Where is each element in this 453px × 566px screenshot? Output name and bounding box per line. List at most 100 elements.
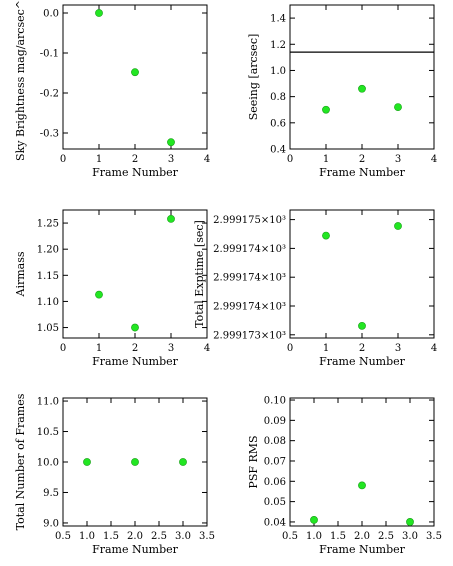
y-tick-label: 9.0 xyxy=(43,518,59,529)
x-axis-label: Frame Number xyxy=(92,355,179,368)
axes-frame xyxy=(62,209,208,339)
panel-total-exptime: 0 1 2 3 42.999173×10³2.999174×10³2.999174×10… xyxy=(193,209,437,368)
x-tick-label: 2.5 xyxy=(378,531,394,542)
y-axis-label: Airmass xyxy=(14,251,27,297)
y-tick-label: 0.07 xyxy=(264,456,286,467)
x-tick-label: 2.0 xyxy=(354,531,370,542)
y-tick-label: 2.999174×10³ xyxy=(213,302,286,313)
panel-psf-rms: 0.5 1.0 1.5 2.0 2.5 3.0 3.5 0.04 0.05 0.06 0.07 0.0… xyxy=(247,396,442,556)
data-point xyxy=(167,138,175,147)
x-axis-label: Frame Number xyxy=(92,166,179,179)
x-tick-label: 1.5 xyxy=(330,531,346,542)
y-axis-label: Seeing [arcsec] xyxy=(247,34,260,121)
x-axis-label: Frame Number xyxy=(92,543,179,556)
data-point xyxy=(406,518,414,526)
x-tick-label: 2 xyxy=(359,343,365,354)
x-axis-label: Frame Number xyxy=(319,543,406,556)
y-tick-label: 10.0 xyxy=(37,458,59,469)
x-tick-label: 3.0 xyxy=(175,531,191,542)
y-tick-label: 2.999174×10³ xyxy=(213,244,286,255)
x-tick-label: 1 xyxy=(96,154,102,165)
y-tick-label: 1.05 xyxy=(37,323,59,334)
x-tick-label: 2.5 xyxy=(151,531,167,542)
x-tick-label: 1 xyxy=(323,154,329,165)
y-axis-label: Total Number of Frames xyxy=(14,393,27,530)
y-tick-label: 1.0 xyxy=(270,66,286,77)
data-point xyxy=(322,231,330,240)
y-tick-label: 1.10 xyxy=(37,297,59,308)
y-tick-label: 0.10 xyxy=(264,396,286,407)
y-tick-label: 0.4 xyxy=(270,145,286,156)
x-tick-label: 2 xyxy=(359,154,365,165)
x-tick-label: 2.0 xyxy=(127,531,143,542)
x-tick-label: 1.0 xyxy=(306,531,322,542)
x-tick-label: 3.5 xyxy=(426,531,442,542)
panel-sky-brightness: 0 1 2 3 4 0.0 -0.1 -0.2 -0.3 Frame Number Sky Brig… xyxy=(14,0,210,179)
x-tick-label: 0 xyxy=(60,154,66,165)
y-axis-label: Total Exptime [sec] xyxy=(193,220,206,328)
x-tick-label: 3 xyxy=(168,343,174,354)
data-point xyxy=(179,458,187,466)
x-axis-label: Frame Number xyxy=(319,355,406,368)
x-tick-label: 3 xyxy=(395,343,401,354)
data-point xyxy=(322,105,330,114)
y-tick-label: 2.999175×10³ xyxy=(213,215,286,226)
axes-frame xyxy=(289,209,435,339)
panel-total-number-of-frames: 0.5 1.0 1.5 2.0 2.5 3.0 3.5 9.0 9.5 10.0 10.5 11.0 F… xyxy=(14,393,215,556)
panel-seeing: 0 1 2 3 4 0.4 0.6 0.8 1.0 1.2 1.4 Frame Number Seein… xyxy=(247,4,437,179)
y-tick-label: 10.5 xyxy=(37,427,59,438)
y-axis-label: Sky Brightness mag/arcsec^2 xyxy=(14,0,27,161)
y-tick-label: 1.4 xyxy=(270,14,286,25)
data-point xyxy=(358,481,366,490)
y-axis-label: PSF RMS xyxy=(247,435,260,488)
axes-frame xyxy=(289,4,435,150)
x-tick-label: 0.5 xyxy=(282,531,298,542)
y-tick-label: 0.06 xyxy=(264,477,286,488)
y-tick-label: -0.3 xyxy=(40,129,59,140)
x-tick-label: 4 xyxy=(204,154,210,165)
y-tick-label: 1.2 xyxy=(270,40,286,51)
data-point xyxy=(394,222,402,230)
data-point xyxy=(394,103,402,112)
x-tick-label: 3 xyxy=(168,154,174,165)
x-tick-label: 0 xyxy=(287,154,293,165)
data-point xyxy=(358,84,366,93)
axes-frame xyxy=(289,397,435,527)
y-tick-label: 2.999174×10³ xyxy=(213,273,286,284)
y-tick-label: 9.5 xyxy=(43,488,59,499)
data-point xyxy=(131,68,139,77)
data-point xyxy=(131,323,139,332)
x-tick-label: 3 xyxy=(395,154,401,165)
x-tick-label: 3.0 xyxy=(402,531,418,542)
y-tick-label: 1.20 xyxy=(37,245,59,256)
data-point xyxy=(83,458,91,466)
x-tick-label: 3.5 xyxy=(199,531,215,542)
y-tick-label: 0.05 xyxy=(264,497,286,508)
data-point xyxy=(131,458,139,466)
x-tick-label: 1 xyxy=(96,343,102,354)
data-point xyxy=(95,9,103,17)
y-tick-label: 0.08 xyxy=(264,436,286,447)
x-axis-label: Frame Number xyxy=(319,166,406,179)
x-tick-label: 1.5 xyxy=(103,531,119,542)
y-tick-label: 0.6 xyxy=(270,118,286,129)
x-tick-label: 4 xyxy=(431,343,437,354)
x-tick-label: 0 xyxy=(60,343,66,354)
y-tick-label: -0.2 xyxy=(40,89,59,100)
x-tick-label: 4 xyxy=(431,154,437,165)
y-tick-label: 0.0 xyxy=(43,9,59,20)
x-tick-label: 4 xyxy=(204,343,210,354)
x-tick-label: 1.0 xyxy=(79,531,95,542)
y-tick-label: 2.999173×10³ xyxy=(213,330,286,341)
x-tick-label: 2 xyxy=(132,343,138,354)
data-point xyxy=(310,516,318,524)
data-point xyxy=(167,214,175,223)
panel-airmass: 0 1 2 3 4 1.05 1.10 1.15 1.20 1.25 Frame Number Air… xyxy=(14,209,210,368)
y-tick-label: 0.8 xyxy=(270,92,286,103)
y-tick-label: 1.25 xyxy=(37,219,59,230)
x-tick-label: 2 xyxy=(132,154,138,165)
x-tick-label: 0 xyxy=(287,343,293,354)
x-tick-label: 0.5 xyxy=(55,531,71,542)
axes-frame xyxy=(62,4,208,150)
